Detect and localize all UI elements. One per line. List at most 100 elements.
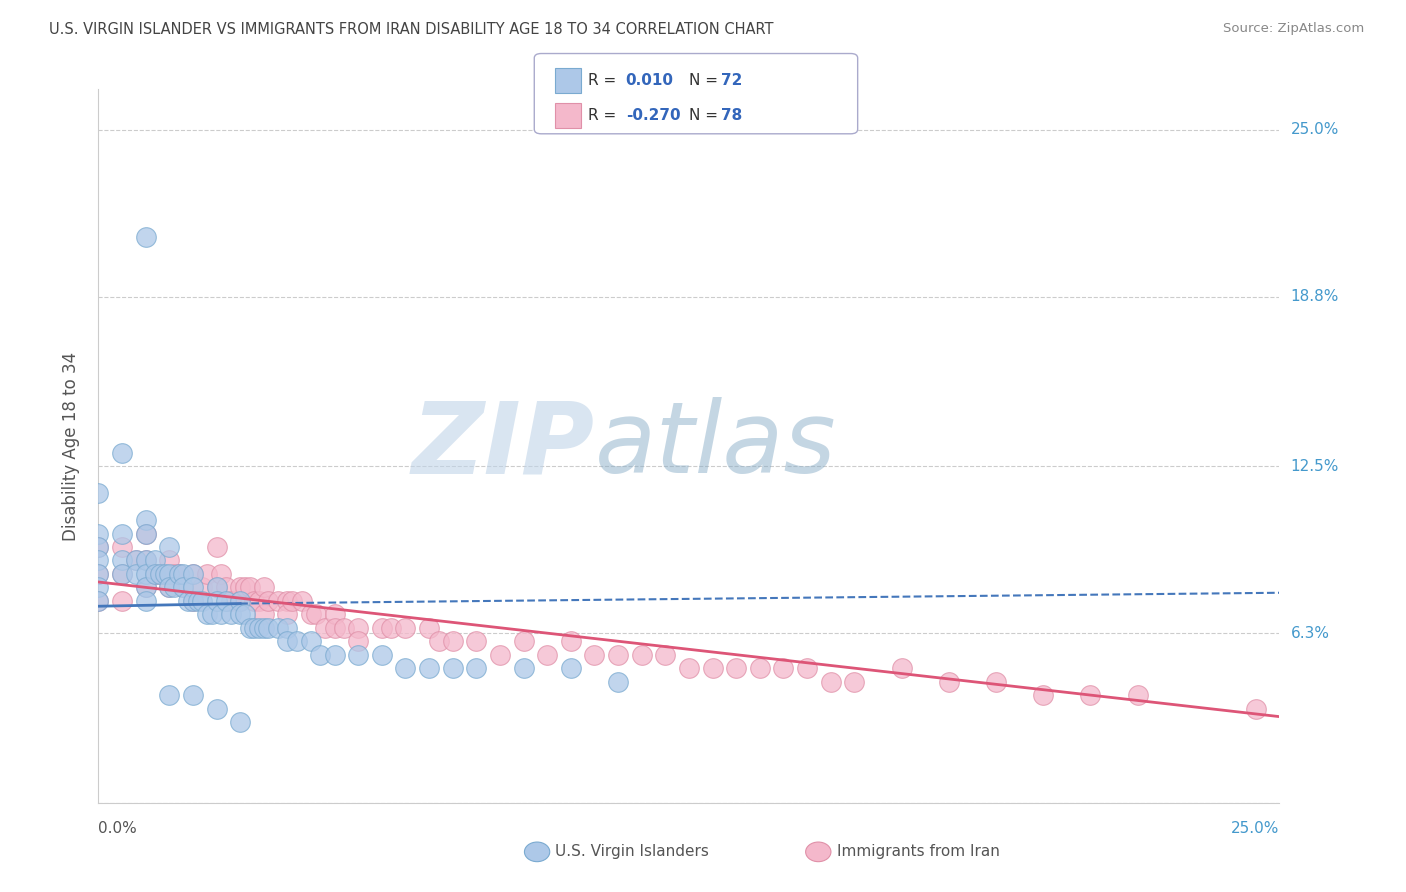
Point xyxy=(209,607,232,622)
Point xyxy=(276,594,298,608)
Point xyxy=(87,594,110,608)
Point xyxy=(267,621,290,635)
Point xyxy=(607,674,630,689)
Point xyxy=(560,634,582,648)
Point xyxy=(465,661,488,675)
Point xyxy=(87,580,110,594)
Point xyxy=(253,621,276,635)
Point xyxy=(281,594,304,608)
Text: ZIP: ZIP xyxy=(412,398,595,494)
Point xyxy=(167,566,190,581)
Point xyxy=(380,621,402,635)
Point xyxy=(219,607,242,622)
Point xyxy=(153,566,176,581)
Text: 6.3%: 6.3% xyxy=(1291,625,1330,640)
Text: 72: 72 xyxy=(721,73,742,88)
Text: U.S. Virgin Islanders: U.S. Virgin Islanders xyxy=(555,845,709,859)
Point xyxy=(195,607,218,622)
Point xyxy=(333,621,356,635)
Text: 78: 78 xyxy=(721,108,742,122)
Point xyxy=(205,594,228,608)
Point xyxy=(157,580,180,594)
Point xyxy=(239,580,262,594)
Point xyxy=(157,540,180,554)
Point xyxy=(844,674,866,689)
Point xyxy=(984,674,1007,689)
Point xyxy=(181,580,204,594)
Point xyxy=(820,674,842,689)
Point xyxy=(181,566,204,581)
Point xyxy=(201,607,224,622)
Point xyxy=(347,648,370,662)
Point xyxy=(181,688,204,702)
Point xyxy=(215,580,238,594)
Point xyxy=(229,607,252,622)
Point xyxy=(796,661,818,675)
Point xyxy=(465,634,488,648)
Point xyxy=(181,594,204,608)
Point xyxy=(229,580,252,594)
Point xyxy=(309,648,332,662)
Point xyxy=(371,621,394,635)
Point xyxy=(111,526,134,541)
Point xyxy=(172,580,194,594)
Point xyxy=(205,580,228,594)
Point xyxy=(135,526,157,541)
Point xyxy=(276,607,298,622)
Point xyxy=(87,540,110,554)
Point xyxy=(285,634,308,648)
Point xyxy=(87,486,110,500)
Text: 0.010: 0.010 xyxy=(626,73,673,88)
Text: 12.5%: 12.5% xyxy=(1291,458,1339,474)
Point xyxy=(247,621,270,635)
Point xyxy=(441,661,464,675)
Point xyxy=(135,553,157,567)
Point xyxy=(1032,688,1054,702)
Point xyxy=(163,580,186,594)
Point xyxy=(536,648,558,662)
Point xyxy=(215,594,238,608)
Point xyxy=(323,607,346,622)
Point xyxy=(938,674,960,689)
Point xyxy=(157,566,180,581)
Point xyxy=(314,621,336,635)
Point xyxy=(583,648,606,662)
Point xyxy=(143,566,166,581)
Point xyxy=(678,661,700,675)
Text: 18.8%: 18.8% xyxy=(1291,289,1339,304)
Point xyxy=(111,540,134,554)
Point xyxy=(247,594,270,608)
Point xyxy=(299,607,322,622)
Point xyxy=(111,566,134,581)
Point xyxy=(195,566,218,581)
Point xyxy=(748,661,770,675)
Point xyxy=(125,553,148,567)
Point xyxy=(205,540,228,554)
Point xyxy=(111,566,134,581)
Point xyxy=(135,566,157,581)
Point xyxy=(143,553,166,567)
Point xyxy=(177,594,200,608)
Text: atlas: atlas xyxy=(595,398,837,494)
Point xyxy=(135,230,157,244)
Point xyxy=(135,580,157,594)
Text: R =: R = xyxy=(588,73,621,88)
Point xyxy=(512,661,534,675)
Point xyxy=(347,621,370,635)
Point xyxy=(253,580,276,594)
Point xyxy=(209,566,232,581)
Point xyxy=(135,513,157,527)
Point xyxy=(418,661,440,675)
Point xyxy=(489,648,512,662)
Point xyxy=(135,553,157,567)
Point xyxy=(205,701,228,715)
Text: Source: ZipAtlas.com: Source: ZipAtlas.com xyxy=(1223,22,1364,36)
Text: 25.0%: 25.0% xyxy=(1232,821,1279,836)
Point xyxy=(191,594,214,608)
Point xyxy=(87,566,110,581)
Point xyxy=(233,607,256,622)
Point xyxy=(371,648,394,662)
Y-axis label: Disability Age 18 to 34: Disability Age 18 to 34 xyxy=(62,351,80,541)
Point xyxy=(290,594,312,608)
Point xyxy=(143,566,166,581)
